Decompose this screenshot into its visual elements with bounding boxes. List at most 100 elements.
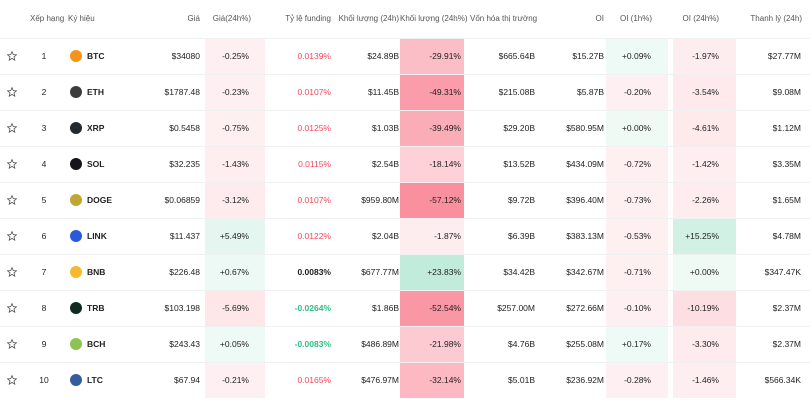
- heat-cell: [606, 75, 668, 110]
- table-cell: $215.08B: [498, 87, 535, 97]
- table-cell: -1.97%: [692, 51, 719, 61]
- table-cell: $24.89B: [367, 51, 399, 61]
- column-header[interactable]: Giá: [187, 14, 200, 23]
- column-header[interactable]: Vốn hóa thị trường: [470, 14, 538, 23]
- table-cell: $486.89M: [361, 339, 399, 349]
- table-cell: -21.98%: [429, 339, 461, 349]
- column-header[interactable]: Ký hiệu: [68, 14, 95, 23]
- heat-cell: [205, 39, 265, 74]
- coin-symbol[interactable]: SOL: [87, 159, 105, 169]
- coin-symbol[interactable]: TRB: [87, 303, 105, 313]
- favorite-star[interactable]: [7, 195, 17, 205]
- coin-symbol[interactable]: XRP: [87, 123, 105, 133]
- table-cell: $566.34K: [764, 375, 801, 385]
- table-cell: -1.46%: [692, 375, 719, 385]
- heat-cell: [205, 111, 265, 146]
- row-separator: [0, 74, 810, 75]
- column-header[interactable]: OI (24h%): [682, 14, 719, 23]
- table-cell: -57.12%: [429, 195, 461, 205]
- favorite-star[interactable]: [7, 51, 17, 61]
- table-cell: $1.86B: [372, 303, 399, 313]
- favorite-star[interactable]: [7, 159, 17, 169]
- column-header[interactable]: OI: [595, 14, 604, 23]
- table-cell: $1.12M: [772, 123, 801, 133]
- table-cell: -3.54%: [692, 87, 719, 97]
- column-header[interactable]: Tỷ lệ funding: [285, 14, 331, 23]
- table-cell: $476.97M: [361, 375, 399, 385]
- coin-symbol[interactable]: LINK: [87, 231, 107, 241]
- column-header[interactable]: Khối lượng (24h%): [400, 14, 468, 23]
- table-cell: 0.0165%: [297, 375, 331, 385]
- table-cell: -0.23%: [222, 87, 249, 97]
- table-cell: 0.0125%: [297, 123, 331, 133]
- favorite-star[interactable]: [7, 123, 17, 133]
- heat-cell: [606, 219, 668, 254]
- column-header[interactable]: Giá(24h%): [212, 14, 251, 23]
- table-cell: -0.25%: [222, 51, 249, 61]
- column-header[interactable]: Khối lượng (24h): [338, 14, 399, 23]
- table-cell: $665.64B: [498, 51, 535, 61]
- coin-icon: [70, 50, 82, 62]
- table-cell: $15.27B: [572, 51, 604, 61]
- row-separator: [0, 38, 810, 39]
- column-header[interactable]: Xếp hạng: [30, 14, 65, 23]
- coin-symbol[interactable]: BTC: [87, 51, 105, 61]
- table-cell: -3.12%: [222, 195, 249, 205]
- table-cell: $2.37M: [772, 339, 801, 349]
- favorite-star[interactable]: [7, 231, 17, 241]
- table-cell: $1787.48: [164, 87, 200, 97]
- table-cell: $236.92M: [566, 375, 604, 385]
- table-cell: $11.437: [169, 231, 200, 241]
- favorite-star[interactable]: [7, 339, 17, 349]
- coin-symbol[interactable]: ETH: [87, 87, 104, 97]
- heat-cell: [673, 219, 736, 254]
- heat-cell: [606, 147, 668, 182]
- coin-icon: [70, 158, 82, 170]
- coin-symbol[interactable]: DOGE: [87, 195, 113, 205]
- heat-cell: [606, 291, 668, 326]
- table-cell: $2.37M: [772, 303, 801, 313]
- heat-cell: [205, 327, 265, 362]
- coin-icon: [70, 338, 82, 350]
- coin-symbol[interactable]: LTC: [87, 375, 103, 385]
- table-cell: $5.01B: [508, 375, 535, 385]
- table-cell: 5: [41, 195, 47, 205]
- coin-icon: [70, 230, 82, 242]
- column-header[interactable]: Thanh lý (24h): [750, 14, 802, 23]
- table-cell: $677.77M: [361, 267, 399, 277]
- table-cell: -49.31%: [429, 87, 461, 97]
- heat-cell: [673, 327, 736, 362]
- table-cell: 0.0107%: [297, 195, 331, 205]
- row-separator: [0, 290, 810, 291]
- table-cell: $9.72B: [508, 195, 535, 205]
- coin-symbol[interactable]: BNB: [87, 267, 106, 277]
- row-separator: [0, 254, 810, 255]
- heat-cell: [400, 111, 464, 146]
- favorite-star[interactable]: [7, 303, 17, 313]
- heat-cell: [400, 327, 464, 362]
- table-cell: +0.67%: [219, 267, 249, 277]
- table-cell: +0.17%: [621, 339, 651, 349]
- coin-symbol[interactable]: BCH: [87, 339, 106, 349]
- favorite-star[interactable]: [7, 375, 17, 385]
- table-cell: +0.09%: [621, 51, 651, 61]
- table-cell: $4.76B: [508, 339, 535, 349]
- table-cell: $580.95M: [566, 123, 604, 133]
- table-cell: $2.54B: [372, 159, 399, 169]
- heat-cell: [673, 75, 736, 110]
- favorite-star[interactable]: [7, 87, 17, 97]
- table-cell: -1.42%: [692, 159, 719, 169]
- table-cell: $434.09M: [566, 159, 604, 169]
- table-cell: $67.94: [174, 375, 200, 385]
- coin-icon: [70, 122, 82, 134]
- favorite-star[interactable]: [7, 267, 17, 277]
- table-cell: 0.0122%: [297, 231, 331, 241]
- table-cell: -0.75%: [222, 123, 249, 133]
- table-cell: $226.48: [169, 267, 200, 277]
- table-cell: $34.42B: [503, 267, 535, 277]
- table-cell: $103.198: [164, 303, 200, 313]
- heat-cell: [205, 363, 265, 398]
- column-header[interactable]: OI (1h%): [619, 14, 652, 23]
- table-cell: $5.87B: [577, 87, 604, 97]
- table-cell: -0.20%: [624, 87, 651, 97]
